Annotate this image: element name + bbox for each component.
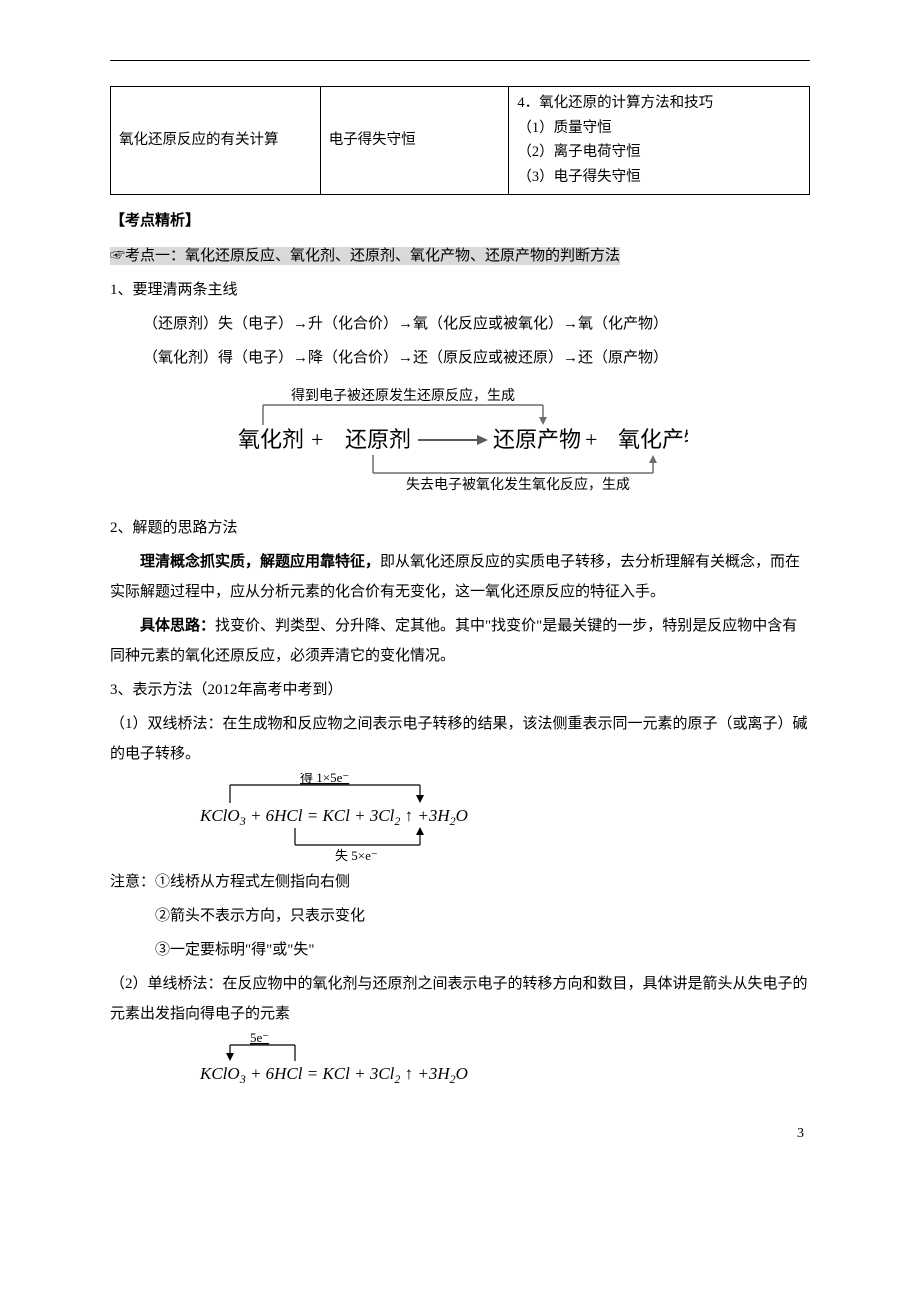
diagram-redprod: 还原产物 (493, 427, 581, 452)
cell-line: （1）质量守恒 (517, 120, 611, 136)
sec2-title: 2、解题的思路方法 (110, 513, 810, 543)
heading-kd1: ☞考点一：氧化还原反应、氧化剂、还原剂、氧化产物、还原产物的判断方法 (110, 241, 810, 271)
diagram-oxidant: 氧化剂 (238, 427, 304, 452)
eq1-text: KClO3 + 6HCl = KCl + 3Cl2 ↑ +3H2O (199, 806, 468, 828)
table-row: 氧化还原反应的有关计算 电子得失守恒 4．氧化还原的计算方法和技巧 （1）质量守… (111, 87, 810, 195)
sec1-line1: （还原剂）失（电子）→升（化合价）→氧（化反应或被氧化）→氧（化产物） (110, 309, 810, 339)
cell-methods: 4．氧化还原的计算方法和技巧 （1）质量守恒 （2）离子电荷守恒 （3）电子得失… (509, 87, 810, 195)
diagram-reductant: 还原剂 (345, 427, 411, 452)
top-rule (110, 60, 810, 61)
sec3-p2: （2）单线桥法：在反应物中的氧化剂与还原剂之间表示电子的转移方向和数目，具体讲是… (110, 969, 810, 1029)
cell-topic: 氧化还原反应的有关计算 (111, 87, 321, 195)
sec1-title: 1、要理清两条主线 (110, 275, 810, 305)
sec2-p2: 具体思路：找变价、判类型、分升降、定其他。其中"找变价"是最关键的一步，特别是反… (110, 611, 810, 671)
page-number: 3 (110, 1121, 810, 1148)
note3: ③一定要标明"得"或"失" (110, 935, 810, 965)
eq2-top-label: 5e⁻ (250, 1033, 269, 1045)
diagram-plus2: + (585, 427, 597, 452)
sec3-title: 3、表示方法（2012年高考中考到） (110, 675, 810, 705)
method-table: 氧化还原反应的有关计算 电子得失守恒 4．氧化还原的计算方法和技巧 （1）质量守… (110, 86, 810, 195)
cell-line: （2）离子电荷守恒 (517, 144, 640, 160)
double-bridge-diagram: 得 1×5e⁻ KClO3 + 6HCl = KCl + 3Cl2 ↑ +3H2… (170, 773, 590, 863)
cell-line: （3）电子得失守恒 (517, 169, 640, 185)
eq2-text: KClO3 + 6HCl = KCl + 3Cl2 ↑ +3H2O (199, 1064, 468, 1086)
redox-diagram: 得到电子被还原发生还原反应，生成 氧化剂 + 还原剂 还原产物 + 氧化产物 失… (233, 385, 688, 495)
diagram-bot-anno: 失去电子被氧化发生氧化反应，生成 (406, 476, 630, 493)
note2: ②箭头不表示方向，只表示变化 (110, 901, 810, 931)
eq1-top-label: 得 1×5e⁻ (300, 773, 349, 785)
heading-kdjx: 【考点精析】 (110, 207, 810, 236)
sec2-p1: 理清概念抓实质，解题应用靠特征，即从氧化还原反应的实质电子转移，去分析理解有关概… (110, 547, 810, 607)
notes-block: 注意：①线桥从方程式左侧指向右侧 (110, 867, 810, 897)
sec1-line2: （氧化剂）得（电子）→降（化合价）→还（原反应或被还原）→还（原产物） (110, 343, 810, 373)
diagram-svg: 得到电子被还原发生还原反应，生成 氧化剂 + 还原剂 还原产物 + 氧化产物 失… (233, 385, 688, 495)
cell-line: 4．氧化还原的计算方法和技巧 (517, 95, 713, 111)
sec3-p1: （1）双线桥法：在生成物和反应物之间表示电子转移的结果，该法侧重表示同一元素的原… (110, 709, 810, 769)
diagram-oxprod: 氧化产物 (618, 427, 688, 452)
diagram-top-anno: 得到电子被还原发生还原反应，生成 (291, 387, 515, 404)
eq2-svg: 5e⁻ KClO3 + 6HCl = KCl + 3Cl2 ↑ +3H2O (170, 1033, 590, 1091)
eq1-bot-label: 失 5×e⁻ (335, 848, 378, 863)
single-bridge-diagram: 5e⁻ KClO3 + 6HCl = KCl + 3Cl2 ↑ +3H2O (170, 1033, 590, 1091)
eq1-svg: 得 1×5e⁻ KClO3 + 6HCl = KCl + 3Cl2 ↑ +3H2… (170, 773, 590, 863)
cell-law: 电子得失守恒 (320, 87, 509, 195)
diagram-plus: + (311, 427, 323, 452)
